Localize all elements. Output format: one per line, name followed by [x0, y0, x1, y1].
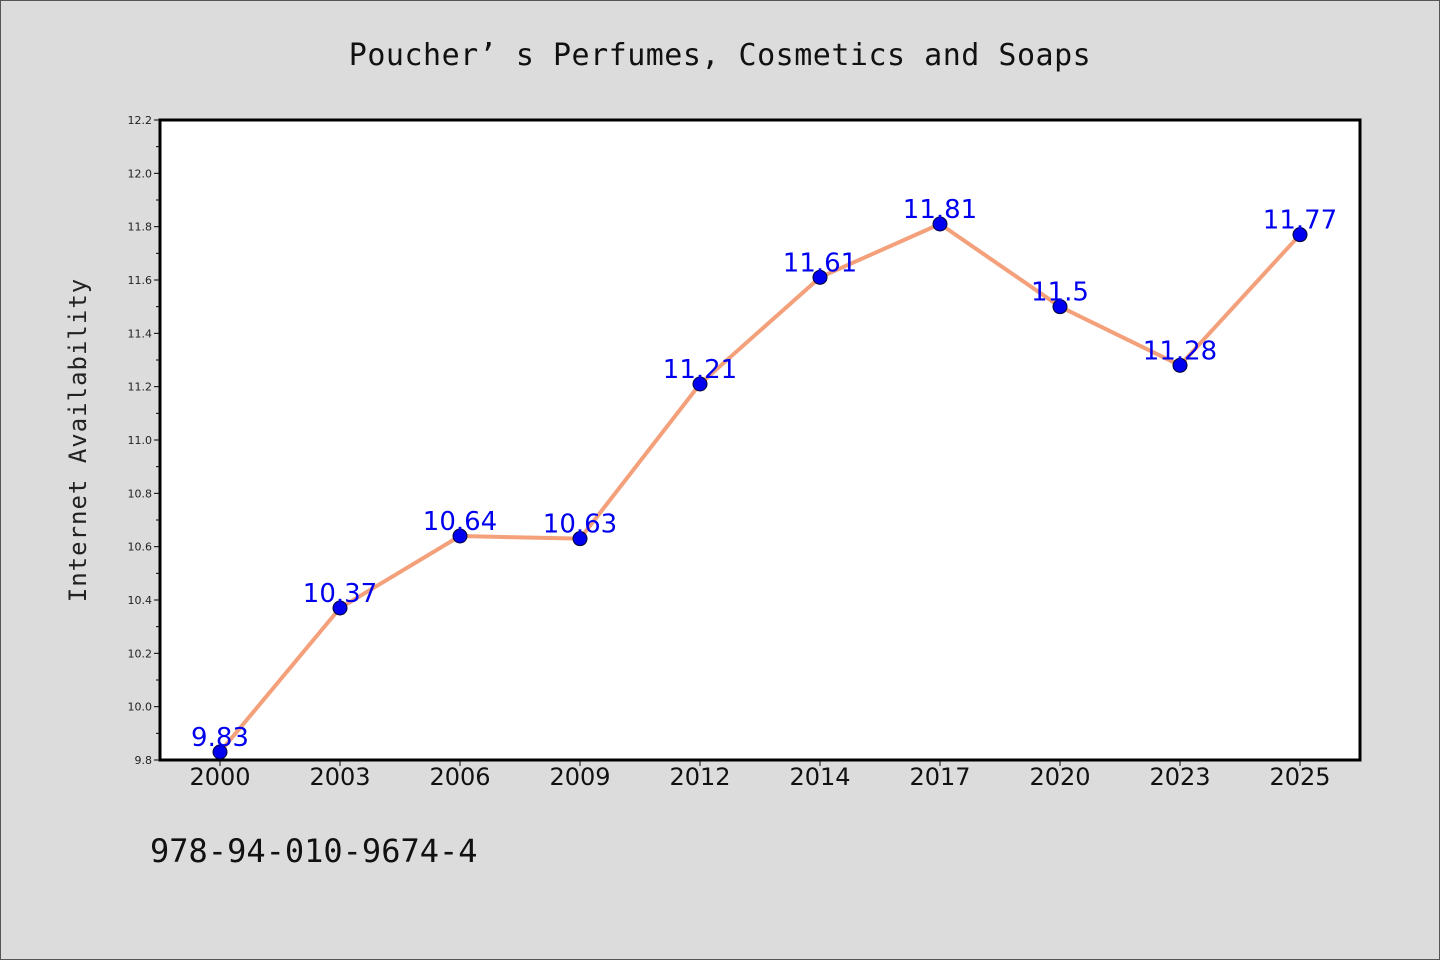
x-tick-label: 2017: [909, 763, 970, 791]
data-label: 11.81: [903, 195, 977, 225]
data-point: [1292, 227, 1308, 243]
y-axis-label: Internet Availability: [64, 278, 92, 602]
data-label: 10.37: [303, 579, 377, 609]
y-tick-label: 10.4: [128, 594, 153, 607]
y-tick-label: 12.2: [128, 114, 153, 127]
x-tick-label: 2009: [549, 763, 610, 791]
x-tick-label: 2020: [1029, 763, 1090, 791]
data-point: [932, 216, 948, 232]
y-tick-label: 11.8: [128, 221, 153, 234]
y-tick-label: 9.8: [135, 754, 153, 767]
y-tick-label: 11.6: [128, 274, 153, 287]
data-point: [692, 376, 708, 392]
series-line: [218, 222, 1302, 754]
data-label: 11.28: [1143, 336, 1217, 366]
data-point: [332, 600, 348, 616]
y-tick-label: 10.8: [128, 487, 153, 500]
data-point: [1172, 357, 1188, 373]
data-labels: 9.83 10.37 10.64 10.63 11.21 11.61 11.81 11.5 11…: [191, 195, 1337, 753]
data-points: [212, 216, 1308, 760]
data-label: 11.77: [1263, 206, 1337, 236]
data-label: 11.5: [1031, 278, 1089, 308]
x-tick-label: 2012: [669, 763, 730, 791]
plot-area: [158, 118, 1362, 762]
data-label: 9.83: [191, 723, 249, 753]
data-point: [812, 269, 828, 285]
x-tick-label: 2006: [429, 763, 490, 791]
data-point: [212, 744, 228, 760]
data-label: 10.64: [423, 507, 497, 537]
y-tick-label: 11.0: [128, 434, 153, 447]
x-tick-label: 2014: [789, 763, 850, 791]
isbn-text: 978-94-010-9674-4: [150, 832, 478, 870]
data-point: [572, 531, 588, 547]
data-label: 11.21: [663, 355, 737, 385]
x-tick-label: 2003: [309, 763, 370, 791]
y-tick-label: 11.4: [128, 327, 153, 340]
data-label: 10.63: [543, 510, 617, 540]
x-axis: 2000 2003 2006 2009 2012 2014 2017 2020 2023 2025: [189, 760, 1331, 791]
y-tick-label: 10.0: [128, 701, 153, 714]
y-tick-label: 10.6: [128, 541, 153, 554]
data-point: [452, 528, 468, 544]
x-tick-label: 2025: [1269, 763, 1330, 791]
y-tick-label: 10.2: [128, 647, 153, 660]
y-tick-label: 11.2: [128, 381, 153, 394]
x-tick-label: 2000: [189, 763, 250, 791]
y-axis: 9.8 10.0 10.2 10.4 10.6 10.8 11.0 11.2 11.4 11.6 1…: [128, 114, 160, 767]
data-point: [1052, 299, 1068, 315]
y-tick-label: 12.0: [128, 167, 153, 180]
x-tick-label: 2023: [1149, 763, 1210, 791]
data-label: 11.61: [783, 248, 857, 278]
chart-title: Poucher’ s Perfumes, Cosmetics and Soaps: [348, 38, 1092, 73]
